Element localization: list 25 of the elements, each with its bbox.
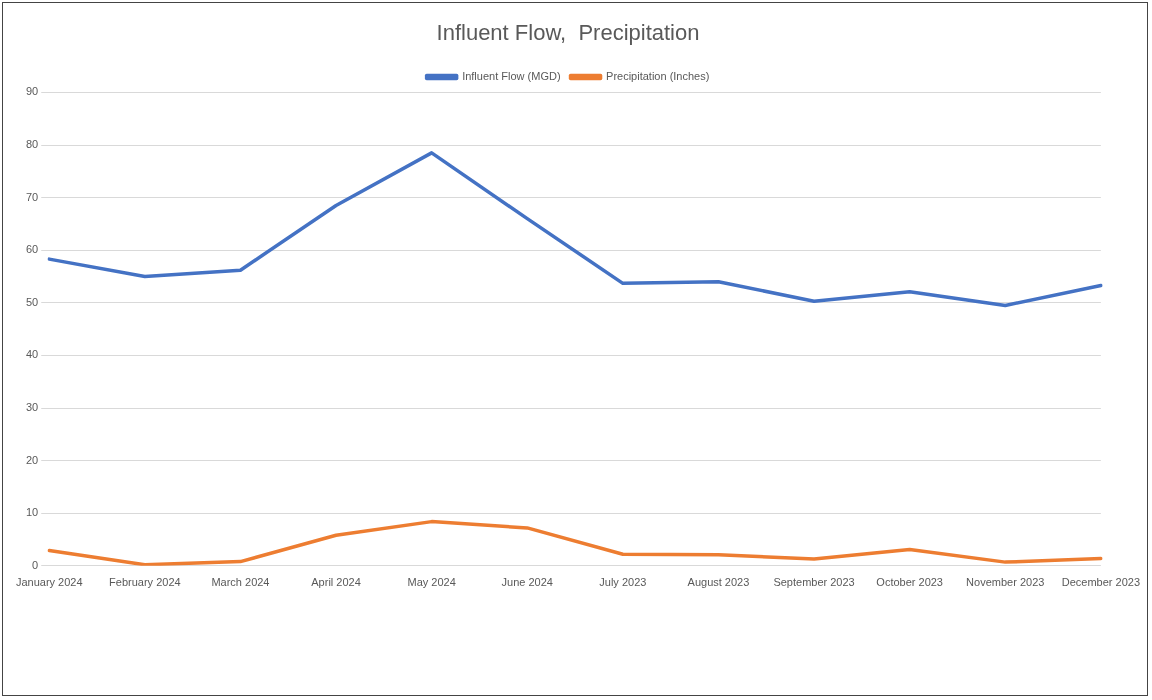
chart-title: Influent Flow, Precipitation: [436, 20, 700, 46]
x-tick-label: June 2024: [501, 576, 553, 589]
x-tick-label: August 2023: [687, 576, 750, 589]
y-tick-label: 0: [32, 558, 39, 571]
y-tick-label: 30: [25, 401, 39, 414]
x-tick-label: October 2023: [876, 576, 943, 589]
legend-label: Influent Flow (MGD): [462, 69, 561, 82]
x-tick-label: September 2023: [773, 576, 855, 589]
x-tick-label: May 2024: [407, 576, 456, 589]
y-tick-label: 90: [25, 85, 39, 98]
y-tick-label: 60: [25, 243, 39, 256]
y-tick-label: 50: [25, 295, 39, 308]
y-tick-label: 10: [25, 506, 39, 519]
x-tick-label: December 2023: [1061, 576, 1141, 589]
x-tick-label: April 2024: [311, 576, 361, 589]
y-tick-label: 80: [25, 138, 39, 151]
x-tick-label: February 2024: [109, 576, 181, 589]
y-tick-label: 70: [25, 190, 39, 203]
x-tick-label: July 2023: [599, 576, 647, 589]
x-tick-label: March 2024: [211, 576, 270, 589]
legend-label: Precipitation (Inches): [606, 69, 710, 82]
y-tick-label: 20: [25, 453, 39, 466]
x-tick-label: January 2024: [15, 576, 83, 589]
y-tick-label: 40: [25, 348, 39, 361]
x-tick-label: November 2023: [966, 576, 1045, 589]
